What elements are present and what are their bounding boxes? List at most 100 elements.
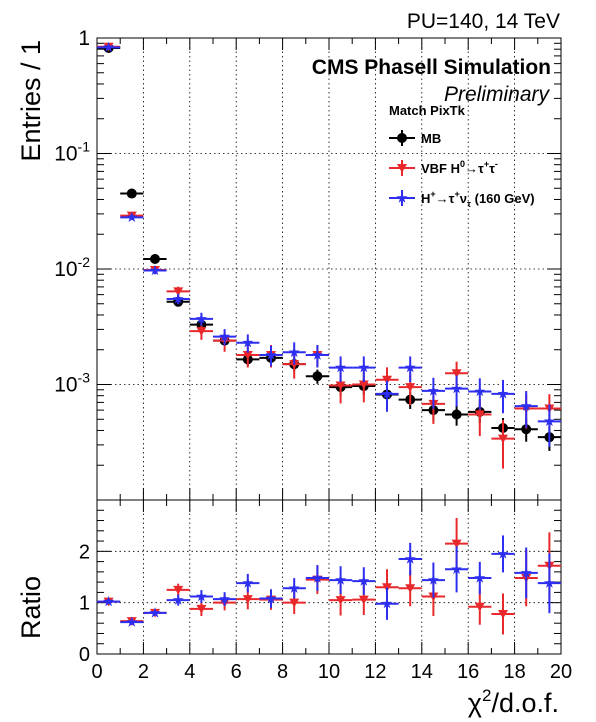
data-point [474,602,485,612]
data-point [242,577,254,588]
data-point [219,593,231,604]
x-tick-label: 14 [411,661,433,683]
data-point [474,572,486,583]
data-point [195,313,207,324]
data-point [405,383,416,392]
data-point [242,595,253,604]
legend: Match PixTk MB VBF H0→τ+τ- H+→τ+ντ (160 GeV… [389,103,535,209]
x-axis-label: χ2/d.o.f. [468,686,559,718]
main-panel: 1 10-1 10-2 10-3 Entries / 1 [16,27,562,501]
data-point [149,607,161,618]
data-point [311,572,323,583]
data-point [521,424,532,435]
x-tick-label: 4 [184,661,195,683]
data-point [358,575,370,586]
x-tick-label: 10 [318,661,340,683]
data-point [242,337,254,348]
data-point [288,346,300,357]
data-point [404,361,416,373]
ratio-axis-label: Ratio [16,576,46,639]
series-hplus [97,41,561,447]
legend-label-hplus: H+→τ+ντ (160 GeV) [421,189,535,209]
y-tick-label: 1 [79,593,90,615]
x-tick-label: 6 [231,661,242,683]
data-point [335,361,347,373]
data-point [404,553,416,564]
data-point [474,385,486,397]
data-point [427,574,439,585]
legend-label-mb: MB [421,131,441,146]
data-point [126,616,138,627]
x-tick-label: 2 [138,661,149,683]
x-tick-label: 8 [277,661,288,683]
data-point [451,563,463,574]
data-point [312,371,323,382]
data-point [335,596,346,605]
ratio-series-hplus [97,535,561,627]
data-point [520,400,532,411]
x-tick-label: 18 [503,661,525,683]
data-point [358,361,370,373]
data-point [382,375,392,385]
y-tick-label: 10-3 [54,370,90,397]
data-point [497,548,509,559]
data-point [149,264,161,276]
data-point [172,594,184,605]
data-point [311,349,323,360]
y-tick-label: 10-1 [54,139,90,166]
experiment-label: CMS Phasell Simulation [312,56,551,79]
data-point [288,582,300,593]
data-point [195,590,207,602]
data-point [381,597,393,609]
data-point [219,330,231,342]
data-point [335,574,347,585]
data-point [543,577,555,588]
data-point [396,192,408,203]
data-point [358,380,369,390]
x-tick-label: 16 [457,661,479,683]
data-point [172,293,184,304]
data-point [451,409,462,420]
y-tick-label: 10-2 [54,254,90,281]
data-point [265,592,277,604]
status-label: Preliminary [444,83,551,106]
legend-label-vbf: VBF H0→τ+τ- [421,159,498,176]
x-tick-label: 20 [550,661,572,683]
data-point [242,351,253,360]
y-tick-label: 2 [79,541,90,563]
y-tick-label: 1 [78,27,90,50]
data-point [381,388,393,399]
data-point [427,385,439,396]
data-point [126,211,138,222]
y-axis-label: Entries / 1 [16,40,46,162]
data-point [150,254,160,265]
data-point [498,609,508,619]
y-tick-label: 0 [79,644,90,666]
data-point [196,604,207,614]
data-point [474,410,485,420]
data-point [451,382,463,394]
data-point [497,388,509,399]
data-point [173,287,184,297]
data-point [126,188,137,199]
data-point [265,349,277,360]
data-point [405,584,416,594]
data-point [520,567,532,578]
data-point [335,381,346,391]
data-point [498,434,508,444]
data-point [543,415,555,426]
top-right-label: PU=140, 14 TeV [407,10,560,33]
data-point [397,133,407,143]
data-point [103,595,115,607]
data-point [289,598,300,608]
data-point [173,585,184,595]
x-tick-label: 0 [91,661,102,683]
data-point [103,41,115,52]
data-point [196,327,207,336]
legend-title: Match PixTk [389,103,466,118]
x-tick-label: 12 [364,661,386,683]
data-point [397,164,407,173]
data-point [451,539,462,549]
